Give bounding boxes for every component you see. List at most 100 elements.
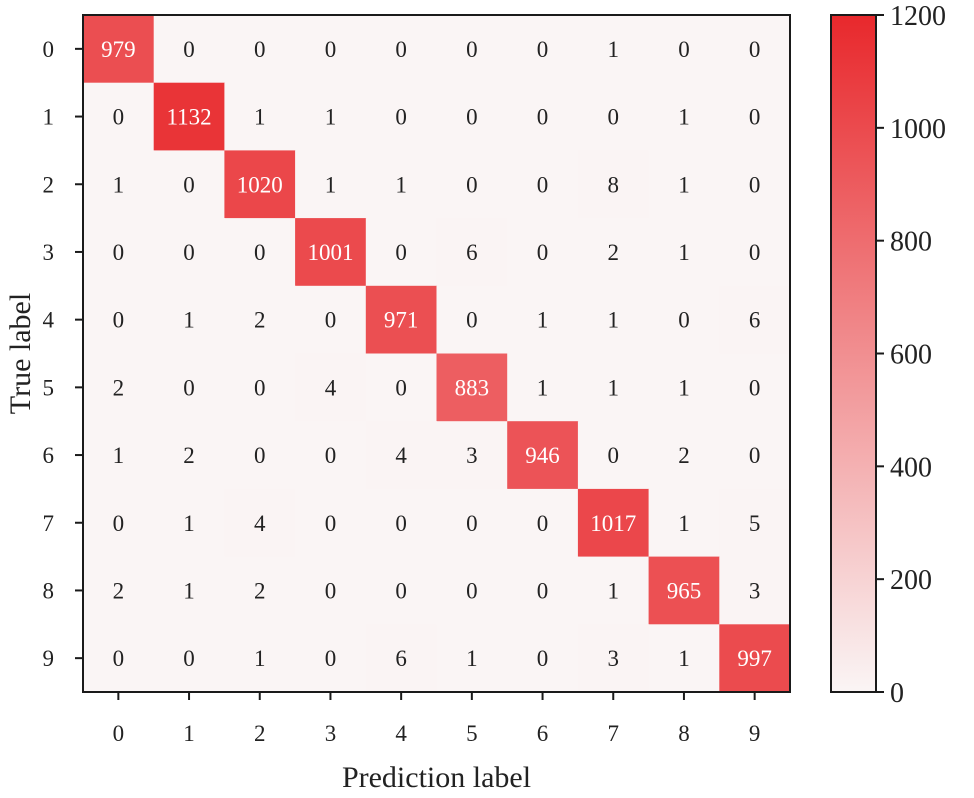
heatmap-cell — [436, 82, 508, 151]
heatmap-cell — [224, 218, 296, 287]
heatmap-cell — [719, 624, 791, 693]
cell-value: 0 — [678, 308, 690, 333]
cell-value: 2 — [608, 240, 620, 265]
cell-value: 1 — [254, 646, 266, 671]
heatmap-cell — [365, 285, 438, 355]
heatmap-cell — [719, 421, 791, 490]
heatmap-cell — [365, 624, 438, 693]
x-tick-label: 2 — [254, 721, 266, 746]
cell-value: 0 — [749, 443, 761, 468]
cell-value: 979 — [101, 37, 136, 62]
heatmap-cell — [224, 624, 296, 693]
cell-value: 0 — [466, 105, 478, 130]
heatmap-cell — [295, 488, 367, 558]
cell-value: 0 — [395, 511, 407, 536]
heatmap-cell — [83, 421, 155, 490]
cell-value: 0 — [325, 578, 337, 603]
y-tick-label: 6 — [43, 443, 55, 468]
y-tick-label: 9 — [43, 646, 55, 671]
cell-value: 4 — [254, 511, 266, 536]
cell-value: 1001 — [307, 240, 353, 265]
cell-value: 0 — [537, 105, 549, 130]
heatmap-cell — [295, 82, 367, 151]
heatmap-cell — [295, 150, 367, 219]
cell-value: 0 — [325, 511, 337, 536]
cell-value: 0 — [113, 308, 125, 333]
cell-value: 946 — [525, 443, 560, 468]
cell-value: 0 — [183, 37, 195, 62]
heatmap-cell — [153, 421, 225, 490]
colorbar-ticks: 0 200 400 600 800 1000 1200 — [876, 1, 946, 709]
heatmap-cell — [507, 15, 579, 84]
heatmap-cell — [153, 556, 225, 625]
heatmap-cell — [83, 150, 155, 219]
heatmap-cell — [365, 556, 438, 625]
cell-value: 1 — [608, 37, 620, 62]
heatmap-cell — [83, 218, 155, 287]
heatmap-cell — [577, 218, 650, 287]
cell-value: 0 — [325, 443, 337, 468]
cell-value: 1 — [608, 375, 620, 400]
heatmap-cell — [719, 82, 791, 151]
heatmap-cell — [83, 556, 155, 625]
heatmap-cell — [224, 421, 296, 490]
heatmap-cell — [577, 353, 650, 422]
heatmap-cell — [436, 150, 508, 219]
y-tick-label: 3 — [43, 240, 55, 265]
heatmap-cell — [648, 285, 720, 355]
heatmap-cell — [436, 488, 508, 558]
x-tick-label: 7 — [608, 721, 620, 746]
heatmap-cell — [153, 488, 225, 558]
heatmap-cell — [507, 285, 579, 355]
heatmap-cell — [153, 353, 225, 422]
heatmap-cells: 979 0 0 0 0 0 0 1 0 00 1132 1 1 0 0 0 0 1 01 0 1020 1 1 0 0 8 1 00 0… — [83, 15, 791, 693]
heatmap-cell — [719, 353, 791, 422]
y-tick-label: 2 — [43, 172, 55, 197]
colorbar-tick-label: 0 — [890, 678, 904, 709]
heatmap-cell — [83, 82, 155, 151]
y-tick-label: 8 — [43, 578, 55, 603]
heatmap-cell — [295, 353, 367, 422]
heatmap-cell — [507, 488, 579, 558]
cell-value: 1 — [678, 172, 690, 197]
y-axis-ticks: 0 1 2 3 4 5 6 7 8 9 — [43, 37, 83, 671]
heatmap-cell — [83, 285, 155, 355]
x-tick-label: 3 — [325, 721, 337, 746]
x-axis-ticks: 0 1 2 3 4 5 6 7 8 9 — [113, 692, 760, 746]
cell-value: 1 — [678, 105, 690, 130]
cell-value: 2 — [113, 375, 125, 400]
cell-value: 0 — [325, 646, 337, 671]
x-tick-label: 1 — [183, 721, 195, 746]
heatmap-cell — [224, 150, 296, 219]
heatmap-cell — [153, 285, 225, 355]
heatmap-cell — [83, 488, 155, 558]
cell-value: 0 — [749, 375, 761, 400]
y-axis-title: True label — [4, 293, 37, 414]
colorbar-tick-label: 1200 — [890, 1, 946, 32]
cell-value: 1 — [325, 105, 337, 130]
cell-value: 1 — [113, 443, 125, 468]
cell-value: 2 — [113, 578, 125, 603]
cell-value: 883 — [455, 375, 490, 400]
y-tick-label: 7 — [43, 511, 55, 536]
cell-value: 0 — [395, 105, 407, 130]
cell-value: 0 — [678, 37, 690, 62]
cell-value: 5 — [749, 511, 761, 536]
x-tick-label: 6 — [537, 721, 549, 746]
heatmap-cell — [224, 285, 296, 355]
heatmap-cell — [507, 82, 579, 151]
cell-value: 0 — [254, 240, 266, 265]
heatmap-cell — [507, 150, 579, 219]
heatmap-cell — [365, 82, 438, 151]
cell-value: 0 — [466, 578, 478, 603]
heatmap-cell — [507, 353, 579, 422]
colorbar-tick-label: 1000 — [890, 114, 946, 145]
cell-value: 971 — [384, 308, 419, 333]
plot-frame — [82, 14, 791, 693]
y-tick-label: 5 — [43, 375, 55, 400]
heatmap-cell — [295, 218, 367, 287]
heatmap-cell — [365, 15, 438, 84]
cell-value: 3 — [608, 646, 620, 671]
heatmap-cell — [295, 624, 367, 693]
